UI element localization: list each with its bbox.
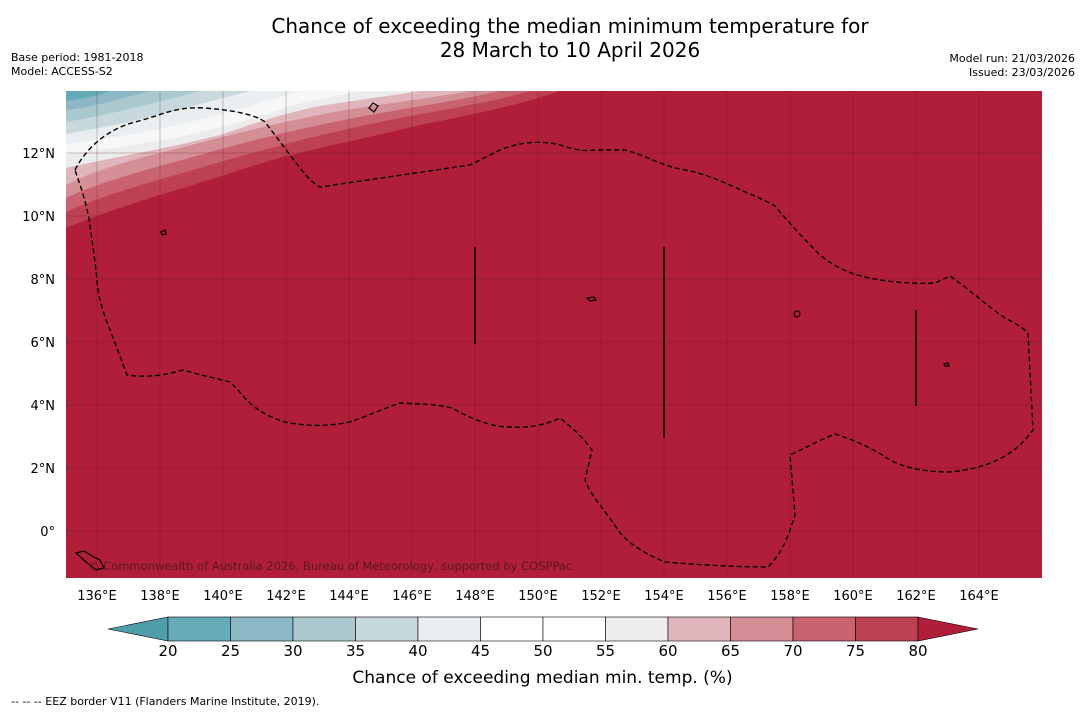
colorbar-tick: 20 (158, 642, 178, 660)
colorbar-segment (292, 616, 356, 642)
map-title: Chance of exceeding the median minimum t… (0, 14, 1085, 62)
lat-label: 6°N (31, 336, 56, 351)
colorbar-segment (605, 616, 669, 642)
model-run: Model run: 21/03/2026 (949, 52, 1075, 65)
longitude-labels: 136°E 138°E 140°E 142°E 144°E 146°E 148°E 150°E… (77, 589, 999, 604)
colorbar-low-arrow (107, 616, 169, 642)
lat-label: 10°N (22, 210, 55, 225)
lon-label: 162°E (896, 589, 936, 604)
lon-label: 150°E (518, 589, 558, 604)
lon-label: 146°E (392, 589, 432, 604)
lon-label: 158°E (770, 589, 810, 604)
colorbar-segment (542, 616, 606, 642)
colorbar-tick: 35 (345, 642, 366, 660)
colorbar-title: Chance of exceeding median min. temp. (%… (352, 668, 733, 688)
lat-label: 2°N (31, 462, 56, 477)
model-name: Model: ACCESS-S2 (11, 65, 113, 78)
lon-label: 156°E (707, 589, 747, 604)
issued-date: Issued: 23/03/2026 (968, 66, 1075, 79)
colorbar-segment (480, 616, 544, 642)
eez-borders (74, 107, 1034, 568)
colorbar-tick-labels: 20 25 30 35 40 45 50 55 60 65 70 75 80 (0, 642, 1085, 662)
copyright-text: © Commonwealth of Australia 2026, Bureau… (88, 559, 572, 573)
lon-label: 148°E (455, 589, 495, 604)
colorbar-segment (730, 616, 794, 642)
lon-label: 142°E (266, 589, 306, 604)
vertical-line-markers (474, 247, 917, 438)
colorbar-tick: 40 (408, 642, 428, 660)
meta-right: Model run: 21/03/2026 Issued: 23/03/2026 (949, 52, 1075, 80)
map-area[interactable]: © Commonwealth of Australia 2026, Bureau… (66, 91, 1042, 578)
lon-label: 154°E (644, 589, 684, 604)
lat-label: 8°N (31, 273, 56, 288)
title-line-2: 28 March to 10 April 2026 (439, 38, 701, 62)
colorbar-tick: 55 (595, 642, 616, 660)
lat-label: 12°N (22, 147, 55, 162)
lon-label: 152°E (581, 589, 621, 604)
lon-label: 136°E (77, 589, 117, 604)
colorbar-tick: 60 (658, 642, 678, 660)
title-line-1: Chance of exceeding the median minimum t… (271, 14, 869, 38)
colorbar-tick: 45 (470, 642, 491, 660)
meta-left: Base period: 1981-2018 Model: ACCESS-S2 (11, 51, 143, 79)
lon-label: 138°E (140, 589, 180, 604)
colorbar-tick: 65 (720, 642, 741, 660)
colorbar-tick: 30 (283, 642, 303, 660)
lat-label: 4°N (31, 399, 56, 414)
colorbar-tick: 50 (533, 642, 553, 660)
lon-label: 160°E (833, 589, 873, 604)
colorbar-tick: 75 (845, 642, 866, 660)
colorbar-segment (167, 616, 231, 642)
colorbar-segment (355, 616, 419, 642)
lon-label: 144°E (329, 589, 369, 604)
lon-label: 164°E (959, 589, 999, 604)
colorbar-segment (667, 616, 731, 642)
colorbar-high-arrow (917, 616, 979, 642)
base-period: Base period: 1981-2018 (11, 51, 144, 64)
islands (74, 102, 950, 571)
gridlines (66, 91, 1042, 578)
colorbar-segment (417, 616, 481, 642)
colorbar-tick: 70 (783, 642, 803, 660)
colorbar-segment (855, 616, 919, 642)
lon-label: 140°E (203, 589, 243, 604)
lat-label: 0° (40, 525, 55, 540)
colorbar-tick: 80 (908, 642, 928, 660)
colorbar (107, 616, 979, 642)
colorbar-tick: 25 (220, 642, 241, 660)
footnote: -- -- -- EEZ border V11 (Flanders Marine… (11, 695, 320, 708)
latitude-labels: 12°N 10°N 8°N 6°N 4°N 2°N 0° (22, 147, 55, 540)
band-20 (66, 91, 110, 101)
colorbar-segment (230, 616, 294, 642)
colorbar-segment (792, 616, 856, 642)
